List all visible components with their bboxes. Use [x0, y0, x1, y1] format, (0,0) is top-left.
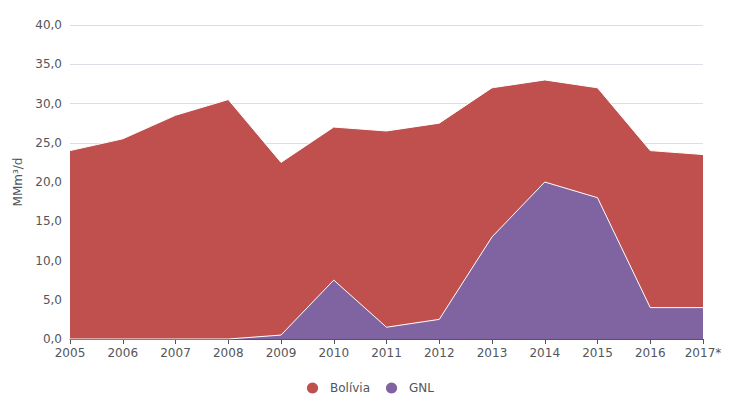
svg-text:0,0: 0,0: [43, 332, 62, 346]
svg-text:15,0: 15,0: [35, 214, 62, 228]
svg-text:MMm³/d: MMm³/d: [11, 158, 25, 207]
svg-text:2014: 2014: [529, 346, 560, 360]
svg-text:30,0: 30,0: [35, 97, 62, 111]
svg-text:40,0: 40,0: [35, 18, 62, 32]
svg-text:2008: 2008: [213, 346, 244, 360]
svg-text:2011: 2011: [371, 346, 402, 360]
svg-text:35,0: 35,0: [35, 57, 62, 71]
svg-text:2012: 2012: [424, 346, 455, 360]
svg-text:GNL: GNL: [409, 381, 434, 395]
svg-text:2007: 2007: [160, 346, 191, 360]
svg-text:2010: 2010: [318, 346, 349, 360]
svg-text:10,0: 10,0: [35, 254, 62, 268]
svg-text:20,0: 20,0: [35, 175, 62, 189]
svg-text:2017*: 2017*: [685, 346, 722, 360]
svg-text:Bolívia: Bolívia: [330, 381, 370, 395]
svg-text:2006: 2006: [107, 346, 138, 360]
svg-text:2009: 2009: [266, 346, 297, 360]
svg-text:2016: 2016: [635, 346, 666, 360]
svg-text:2015: 2015: [582, 346, 613, 360]
svg-text:2005: 2005: [55, 346, 86, 360]
svg-text:2013: 2013: [477, 346, 508, 360]
svg-text:5,0: 5,0: [43, 293, 62, 307]
svg-text:25,0: 25,0: [35, 136, 62, 150]
